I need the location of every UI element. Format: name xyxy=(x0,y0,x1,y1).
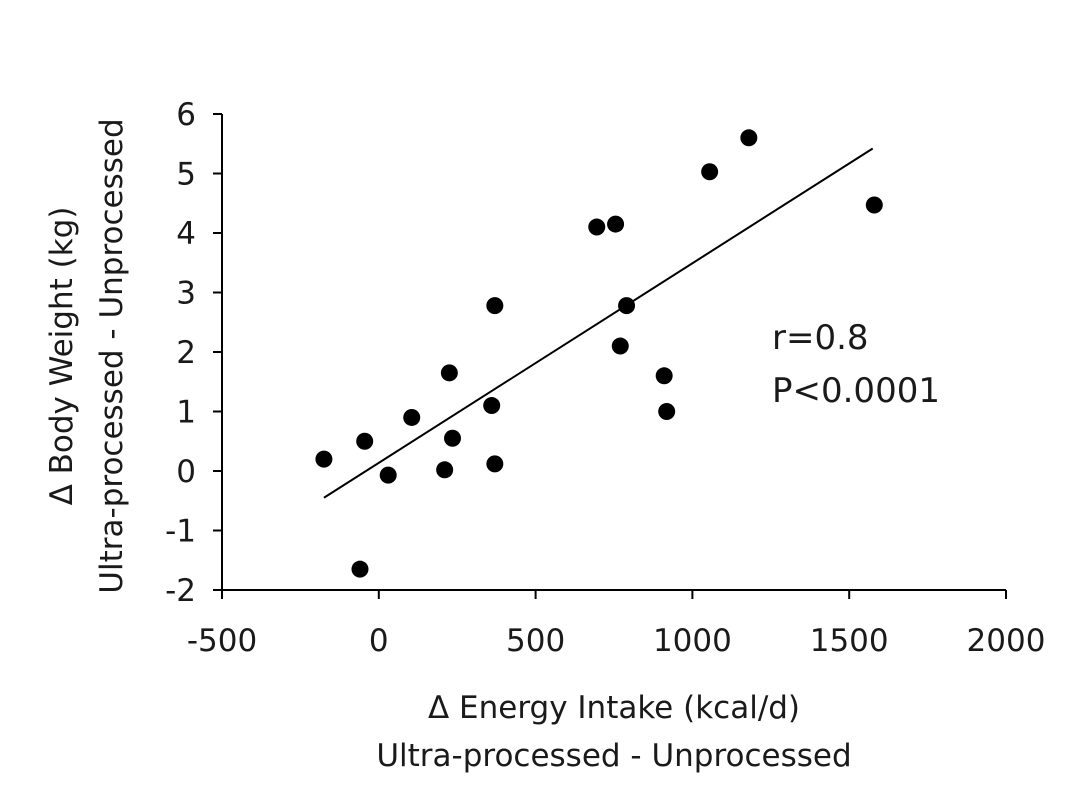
y-axis-title: Δ Body Weight (kg) Ultra-processed - Unp… xyxy=(44,118,130,593)
data-point xyxy=(611,337,629,355)
data-point xyxy=(658,403,676,420)
data-point xyxy=(379,466,397,484)
x-axis-title-line-1: Δ Energy Intake (kcal/d) xyxy=(428,690,800,726)
data-point xyxy=(865,196,883,214)
data-point xyxy=(443,429,461,447)
statistics-annotation: r=0.8 P<0.0001 xyxy=(772,318,940,411)
x-tick-label: 0 xyxy=(369,623,389,659)
y-tick-label: 6 xyxy=(176,97,196,133)
y-axis-title-line-1: Δ Body Weight (kg) xyxy=(44,207,80,506)
y-tick-label: 1 xyxy=(176,395,196,431)
y-tick-label: -1 xyxy=(165,514,196,550)
data-point xyxy=(436,461,454,479)
data-point xyxy=(315,450,333,468)
data-point xyxy=(351,560,369,578)
y-tick-label: 2 xyxy=(176,335,196,371)
data-point xyxy=(588,218,606,236)
data-point xyxy=(655,367,673,385)
data-point xyxy=(403,408,421,426)
data-points xyxy=(315,129,883,578)
y-tick-label: -2 xyxy=(165,573,196,609)
p-value-label: P<0.0001 xyxy=(772,371,940,411)
y-axis-ticks: -2 -1 0 1 2 3 4 5 6 xyxy=(165,97,222,609)
trendline xyxy=(323,147,874,499)
data-point xyxy=(618,297,636,315)
data-point xyxy=(440,364,458,382)
correlation-label: r=0.8 xyxy=(772,318,869,358)
data-point xyxy=(356,432,374,450)
data-point xyxy=(607,215,625,233)
y-tick-label: 0 xyxy=(176,454,196,490)
data-point xyxy=(701,163,719,181)
data-point xyxy=(483,397,501,415)
y-tick-label: 5 xyxy=(176,157,196,193)
x-tick-label: -500 xyxy=(187,623,257,659)
x-tick-label: 1000 xyxy=(653,623,732,659)
x-axis-ticks: -500 0 500 1000 1500 2000 xyxy=(187,590,1046,659)
trendline-group xyxy=(323,147,874,499)
data-point xyxy=(740,129,758,147)
y-tick-label: 4 xyxy=(176,216,196,252)
x-axis-title-line-2: Ultra-processed - Unprocessed xyxy=(376,738,851,774)
x-tick-label: 1500 xyxy=(810,623,889,659)
x-tick-label: 500 xyxy=(506,623,565,659)
axes: -500 0 500 1000 1500 2000 -2 -1 0 1 2 3 4 5 6 xyxy=(165,97,1045,659)
x-tick-label: 2000 xyxy=(967,623,1046,659)
data-point xyxy=(486,297,504,315)
data-point xyxy=(486,455,504,473)
y-axis-title-line-2: Ultra-processed - Unprocessed xyxy=(94,118,130,593)
x-axis-title: Δ Energy Intake (kcal/d) Ultra-processed… xyxy=(376,690,851,774)
y-tick-label: 3 xyxy=(176,276,196,312)
